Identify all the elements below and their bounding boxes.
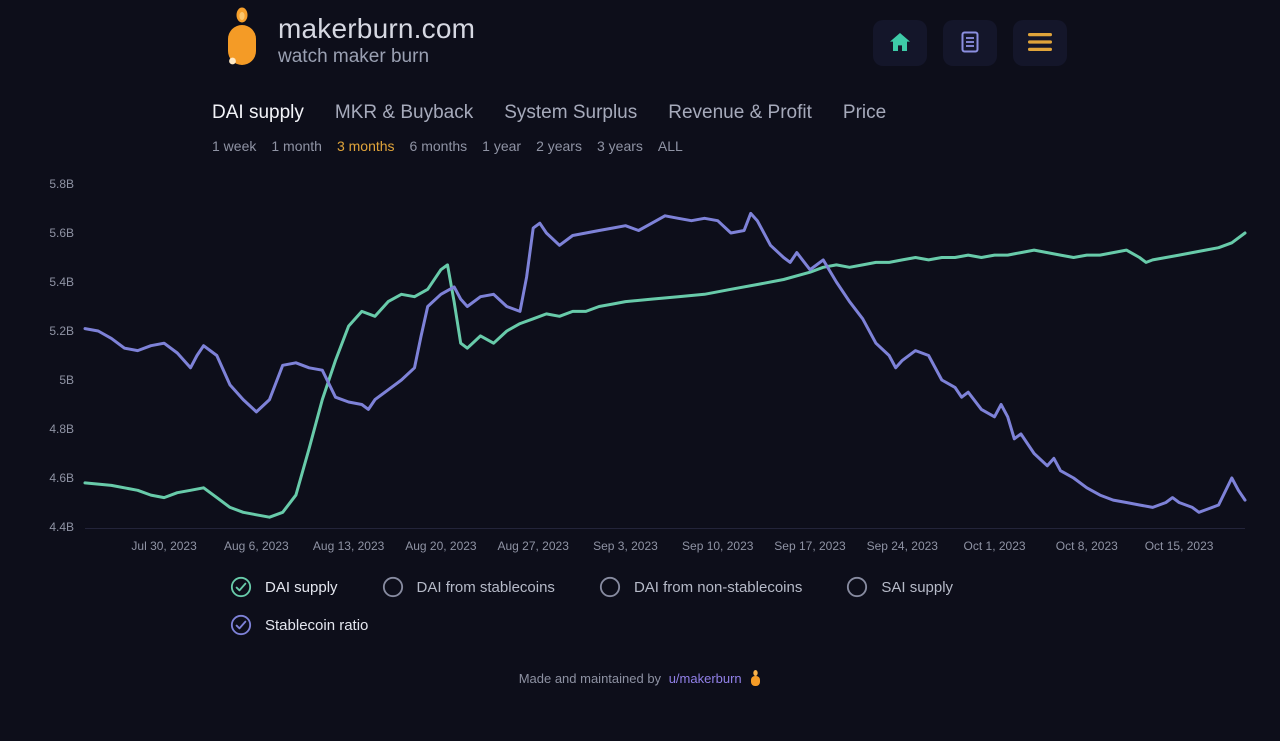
tab-system-surplus[interactable]: System Surplus (504, 102, 638, 123)
candle-logo-icon (222, 6, 262, 75)
header: makerburn.com watch maker burn (0, 0, 1280, 88)
svg-text:Aug 6, 2023: Aug 6, 2023 (224, 539, 289, 553)
tab-revenue-profit[interactable]: Revenue & Profit (668, 102, 812, 123)
legend: DAI supply DAI from stablecoins DAI from… (230, 576, 1280, 636)
svg-text:Oct 15, 2023: Oct 15, 2023 (1145, 539, 1214, 553)
document-icon (959, 30, 981, 57)
svg-text:Jul 30, 2023: Jul 30, 2023 (131, 539, 197, 553)
svg-text:5.4B: 5.4B (49, 275, 74, 289)
svg-text:Aug 20, 2023: Aug 20, 2023 (405, 539, 477, 553)
svg-text:4.6B: 4.6B (49, 471, 74, 485)
legend-label: DAI from stablecoins (416, 578, 555, 596)
legend-row: Stablecoin ratio (230, 614, 1280, 636)
brand[interactable]: makerburn.com watch maker burn (222, 6, 475, 75)
legend-toggle-dai-from-stablecoins[interactable]: DAI from stablecoins (382, 576, 555, 598)
svg-text:4.8B: 4.8B (49, 422, 74, 436)
timeframe-1-week[interactable]: 1 week (212, 138, 257, 154)
menu-button[interactable] (1013, 20, 1067, 66)
legend-label: DAI supply (265, 578, 338, 596)
hamburger-menu-icon (1027, 31, 1053, 56)
header-actions (873, 20, 1067, 66)
timeframe-all[interactable]: ALL (657, 138, 683, 154)
legend-toggle-stablecoin-ratio[interactable]: Stablecoin ratio (230, 614, 368, 636)
timeframe-6-months[interactable]: 6 months (409, 138, 468, 154)
svg-text:Sep 10, 2023: Sep 10, 2023 (682, 539, 754, 553)
site-title: makerburn.com (278, 13, 476, 44)
svg-text:Oct 8, 2023: Oct 8, 2023 (1056, 539, 1118, 553)
timeframe-1-month[interactable]: 1 month (271, 138, 322, 154)
legend-label: Stablecoin ratio (265, 616, 369, 634)
site-subtitle: watch maker burn (278, 46, 430, 67)
legend-label: DAI from non-stablecoins (633, 578, 803, 596)
circle-icon (599, 576, 621, 598)
svg-text:5.2B: 5.2B (49, 324, 74, 338)
svg-text:5B: 5B (59, 373, 74, 387)
timeframe-2-years[interactable]: 2 years (536, 138, 582, 154)
legend-toggle-dai-from-non-stablecoins[interactable]: DAI from non-stablecoins (599, 576, 802, 598)
makerburn-page: makerburn.com watch maker burn (0, 0, 1280, 689)
legend-row: DAI supply DAI from stablecoins DAI from… (230, 576, 1280, 598)
legend-toggle-sai-supply[interactable]: SAI supply (846, 576, 953, 598)
legend-toggle-dai-supply[interactable]: DAI supply (230, 576, 338, 598)
svg-text:Oct 1, 2023: Oct 1, 2023 (964, 539, 1026, 553)
legend-label: SAI supply (881, 578, 954, 596)
svg-text:5.8B: 5.8B (49, 177, 74, 191)
candle-icon (750, 670, 761, 689)
svg-text:Sep 3, 2023: Sep 3, 2023 (593, 539, 658, 553)
svg-text:Sep 17, 2023: Sep 17, 2023 (774, 539, 846, 553)
tab-price[interactable]: Price (842, 102, 887, 123)
timeframe-1-year[interactable]: 1 year (482, 138, 522, 154)
svg-text:Aug 13, 2023: Aug 13, 2023 (313, 539, 385, 553)
circle-icon (382, 576, 404, 598)
home-button[interactable] (873, 20, 927, 66)
svg-text:Sep 24, 2023: Sep 24, 2023 (867, 539, 939, 553)
timeframe-selector: 1 week 1 month 3 months 6 months 1 year … (212, 138, 1280, 154)
footer-author-link[interactable]: u/makerburn (668, 671, 742, 686)
svg-text:Aug 27, 2023: Aug 27, 2023 (497, 539, 569, 553)
section-tabs: DAI supply MKR & Buyback System Surplus … (212, 102, 1280, 124)
svg-text:4.4B: 4.4B (49, 520, 74, 534)
tab-mkr-buyback[interactable]: MKR & Buyback (334, 102, 474, 123)
check-circle-icon (230, 576, 252, 598)
footer-text: Made and maintained by (518, 671, 662, 686)
line-chart[interactable]: 5.8B 5.6B 5.4B 5.2B 5B 4.8B 4.6B 4.4B Jul 30, 20… (0, 160, 1280, 560)
check-circle-icon (230, 614, 252, 636)
changelog-button[interactable] (943, 20, 997, 66)
timeframe-3-years[interactable]: 3 years (596, 138, 643, 154)
timeframe-3-months[interactable]: 3 months (336, 138, 395, 154)
circle-icon (846, 576, 868, 598)
footer: Made and maintained by u/makerburn (0, 670, 1280, 689)
svg-text:5.6B: 5.6B (49, 226, 74, 240)
tab-dai-supply[interactable]: DAI supply (212, 102, 304, 123)
home-icon (888, 31, 912, 56)
